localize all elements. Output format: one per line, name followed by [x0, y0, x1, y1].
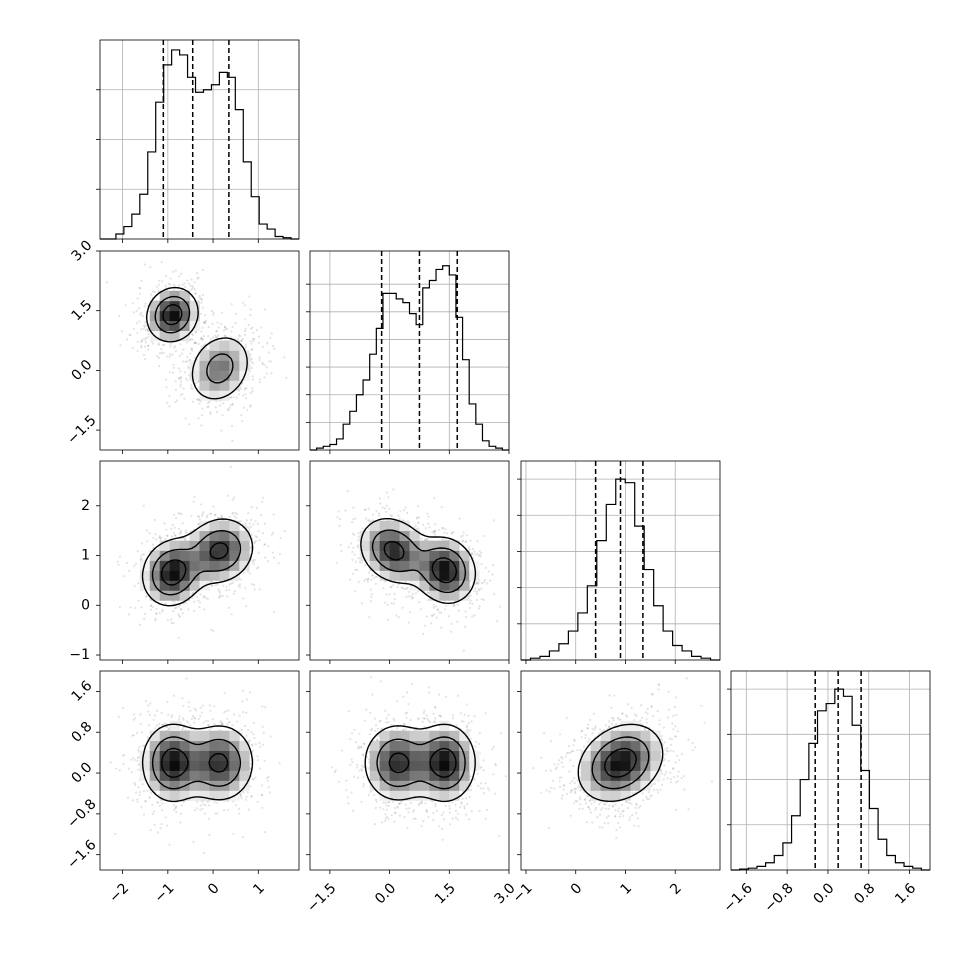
contour-lines	[360, 518, 477, 604]
histogram-step	[731, 688, 930, 871]
contour	[151, 736, 242, 790]
contour	[383, 540, 458, 584]
scatter-frame	[520, 670, 721, 871]
contour	[376, 736, 466, 790]
hist-frame	[520, 460, 721, 661]
contour	[141, 518, 254, 607]
scatter-frame	[99, 670, 300, 871]
panel-content	[109, 677, 281, 855]
scatter-panel-2-3	[306, 460, 510, 664]
scatter-panel-2-4	[306, 670, 510, 874]
contour	[146, 286, 248, 400]
contour-lines	[141, 518, 254, 607]
hist-panel-4	[727, 670, 931, 874]
hist-frame	[730, 670, 931, 871]
y-tick-label: 0	[81, 597, 90, 613]
contour	[577, 723, 664, 802]
hist-frame	[99, 39, 300, 240]
y-tick-label: 1	[81, 548, 90, 564]
panel-content	[532, 677, 714, 840]
contour	[604, 747, 637, 778]
contour	[154, 295, 234, 384]
contour	[388, 747, 457, 778]
y-tick-label: 1.5	[68, 297, 95, 324]
scatter-frame	[99, 460, 300, 661]
hist-panel-3	[517, 460, 721, 664]
x-tick-label: −1.6	[721, 880, 756, 915]
scatter-panel-3-4	[517, 670, 721, 874]
hist-grid	[310, 251, 510, 450]
y-tick-label: 1.6	[68, 678, 95, 705]
histogram-step	[310, 265, 509, 451]
contour	[591, 736, 650, 790]
panel-content	[116, 465, 286, 639]
contour	[371, 529, 467, 593]
y-tick-label: 2	[81, 498, 90, 514]
x-tick-label: −1	[510, 880, 536, 906]
scatter-frame	[309, 460, 510, 661]
x-tick-label: −2	[106, 880, 132, 906]
contour	[141, 723, 254, 803]
hist-grid	[731, 671, 930, 870]
x-tick-label: 0	[205, 880, 223, 898]
x-tick-label: 0.8	[851, 880, 878, 907]
hist-grid	[100, 40, 299, 239]
x-tick-label: 1	[617, 880, 635, 898]
panel-content	[330, 676, 507, 841]
contour	[364, 723, 476, 803]
x-tick-label: −0.8	[761, 880, 796, 915]
x-tick-label: 2	[667, 880, 685, 898]
contour	[160, 542, 229, 586]
y-tick-label: 0.0	[68, 357, 95, 384]
y-tick-label: −1.6	[64, 837, 99, 872]
x-tick-label: 0.0	[811, 880, 838, 907]
y-tick-label: −0.8	[64, 796, 99, 831]
x-tick-label: 1	[250, 880, 268, 898]
contour	[360, 518, 477, 604]
x-tick-label: 1.6	[892, 880, 919, 907]
y-tick-label: 0.8	[68, 719, 95, 746]
y-tick-label: −1.5	[64, 412, 99, 447]
panel-content	[335, 488, 502, 652]
contour-lines	[364, 723, 476, 803]
hist-panel-2	[306, 250, 510, 454]
scatter-panel-1-2	[96, 250, 300, 454]
contour	[151, 530, 242, 596]
contour-lines	[146, 286, 248, 400]
contour-lines	[577, 723, 664, 802]
scatter-frame	[309, 670, 510, 871]
hist-frame	[309, 250, 510, 451]
scatter-panel-1-3	[96, 460, 300, 664]
histogram-step	[100, 49, 299, 240]
density-bins	[139, 720, 250, 801]
contour-lines	[141, 723, 254, 803]
x-tick-label: 1.5	[432, 880, 459, 907]
hist-panel-1	[96, 39, 300, 243]
contour	[162, 304, 183, 326]
y-tick-label: −1	[69, 647, 90, 663]
panel-content	[105, 261, 288, 442]
x-tick-label: −1.5	[304, 880, 339, 915]
density-bins	[139, 520, 250, 601]
y-tick-label: 0.0	[68, 760, 95, 787]
contour	[161, 747, 229, 778]
x-tick-label: 0.0	[372, 880, 399, 907]
scatter-frame	[99, 250, 300, 451]
y-tick-label: 3.0	[68, 237, 95, 264]
scatter-panel-1-4	[96, 670, 300, 874]
x-tick-label: 0	[568, 880, 586, 898]
x-tick-label: −1	[152, 880, 178, 906]
